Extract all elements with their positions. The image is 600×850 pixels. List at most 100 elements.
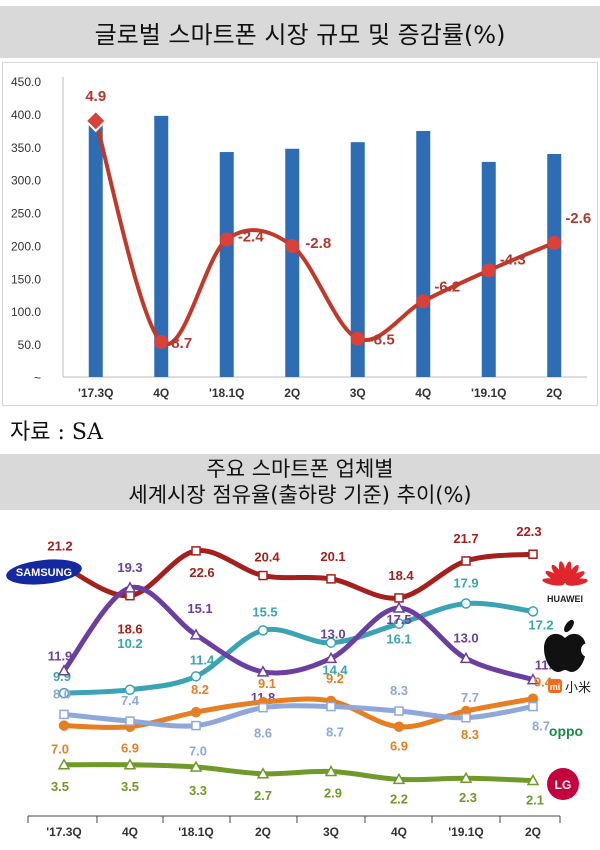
- lg-logo-text: LG: [555, 778, 572, 792]
- series-data-label: 10.2: [117, 636, 142, 651]
- series-marker: [326, 574, 336, 584]
- apple-logo-body: [544, 633, 586, 672]
- series-marker: [394, 593, 404, 603]
- x-tick-label: '19.1Q: [471, 386, 507, 400]
- series-data-label: 8.6: [254, 726, 272, 741]
- bar: [154, 115, 169, 378]
- series-data-label: 22.6: [189, 565, 214, 580]
- series-data-label: 7.4: [121, 693, 140, 708]
- y-tick-label: 150.0: [11, 272, 41, 286]
- series-marker: [461, 556, 471, 566]
- series-data-label: 16.1: [386, 632, 411, 647]
- huawei-logo-petal: [545, 570, 565, 585]
- x-tick-label: '18.1Q: [209, 386, 245, 400]
- growth-point: [416, 294, 431, 309]
- series-marker: [189, 760, 203, 772]
- growth-point: [547, 235, 562, 250]
- huawei-logo-petal: [565, 578, 588, 586]
- apple-logo: [544, 619, 595, 672]
- series-data-label: 18.4: [388, 568, 414, 583]
- x-tick-label: '17.3Q: [46, 825, 82, 839]
- growth-data-label: -8.7: [166, 335, 192, 352]
- series-marker: [528, 701, 538, 712]
- series-marker: [58, 720, 70, 731]
- series-marker: [57, 758, 71, 770]
- series-data-label: 14.4: [322, 663, 348, 678]
- huawei-logo-petal: [563, 561, 572, 584]
- series-data-label: 3.5: [51, 779, 69, 794]
- y-tick-label: 350.0: [11, 141, 41, 155]
- series-marker: [123, 581, 137, 593]
- y-tick-label: 250.0: [11, 207, 41, 221]
- x-tick-label: 2Q: [284, 386, 300, 400]
- series-data-label: 2.9: [324, 786, 342, 801]
- samsung-logo: SAMSUNG: [6, 559, 82, 585]
- samsung-logo-text: SAMSUNG: [16, 567, 72, 579]
- series-data-label: 2.7: [254, 788, 272, 803]
- series-marker: [526, 773, 540, 786]
- chart2-title-line1: 주요 스마트폰 업체별: [206, 457, 394, 481]
- series-data-label: 15.5: [252, 604, 277, 619]
- x-tick-label: 3Q: [350, 386, 366, 400]
- growth-point: [481, 263, 496, 278]
- series-data-label: 20.1: [320, 549, 345, 564]
- series-line-oppo: [61, 703, 536, 729]
- series-marker: [393, 721, 405, 732]
- x-tick-label: '19.1Q: [448, 825, 484, 839]
- series-data-label: 18.6: [117, 622, 142, 637]
- x-tick-label: 4Q: [415, 386, 431, 400]
- series-data-label: 8.2: [191, 682, 209, 697]
- huawei-logo-text: HUAWEI: [547, 594, 583, 604]
- y-tick-label: 200.0: [11, 239, 41, 253]
- series-line-xiaomi: [61, 696, 536, 731]
- market-share-chart: '17.3Q 4Q '18.1Q 2Q 3Q 4Q '19.1Q 2Q 21.2 18.6 22.6…: [0, 512, 600, 846]
- x-tick-label: 2Q: [255, 825, 271, 839]
- bar: [219, 152, 234, 377]
- y-tick-label: 300.0: [11, 174, 41, 188]
- market-size-chart-svg: 450.0 400.0 350.0 300.0 250.0 200.0 150.0 100.0…: [11, 75, 591, 400]
- series-marker: [258, 570, 268, 581]
- series-data-label: 7.0: [189, 744, 207, 759]
- series-data-label: 2.2: [390, 791, 408, 806]
- xiaomi-logo-cn: 小米: [565, 680, 591, 695]
- apple-logo-leaf: [564, 619, 574, 633]
- series-marker: [527, 606, 539, 617]
- series-data-label: 17.2: [528, 617, 553, 632]
- series-marker: [191, 720, 201, 731]
- series-data-label: 19.3: [117, 560, 142, 575]
- series-marker: [258, 702, 268, 713]
- series-marker: [125, 716, 135, 726]
- series-marker: [461, 713, 471, 723]
- series-data-label: 8.7: [532, 719, 550, 734]
- y-tick-label: ~: [34, 371, 41, 385]
- xiaomi-logo-mi: mi: [550, 682, 561, 692]
- series-line-huawei: [61, 600, 536, 696]
- series-line-lg: [61, 762, 536, 783]
- series-marker: [526, 673, 540, 685]
- series-marker: [256, 665, 270, 677]
- series-marker: [58, 687, 70, 699]
- chart2-title-line2: 세계시장 점유율(출하량 기준) 추이(%): [128, 483, 472, 507]
- growth-data-label: -2.6: [565, 210, 591, 227]
- series-data-label: 9.2: [326, 671, 344, 686]
- chart1-title: 글로벌 스마트폰 시장 규모 및 증감률(%): [94, 20, 506, 49]
- xiaomi-logo-badge: [548, 679, 562, 693]
- oppo-logo: oppo: [549, 723, 583, 739]
- series-marker: [189, 628, 203, 640]
- x-tick-label: 4Q: [391, 825, 407, 839]
- series-data-label: 2.1: [526, 792, 544, 807]
- x-tick-label: 2Q: [525, 825, 541, 839]
- x-tick-label: 4Q: [153, 386, 169, 400]
- series-data-label: 15.1: [187, 601, 212, 616]
- series-data-label: 22.3: [516, 524, 541, 539]
- market-share-chart-svg: '17.3Q 4Q '18.1Q 2Q 3Q 4Q '19.1Q 2Q 21.2 18.6 22.6…: [6, 524, 595, 839]
- x-tick-label: '18.1Q: [178, 825, 214, 839]
- lg-logo-circle: [547, 768, 579, 800]
- x-tick-label: 3Q: [323, 825, 339, 839]
- series-data-label: 8.7: [326, 725, 344, 740]
- source-note: 자료 : SA: [10, 420, 103, 445]
- bar: [350, 142, 365, 377]
- series-data-label: 3.5: [121, 779, 139, 794]
- series-data-label: 3.3: [189, 783, 207, 798]
- series-data-label: 9.1: [258, 676, 276, 691]
